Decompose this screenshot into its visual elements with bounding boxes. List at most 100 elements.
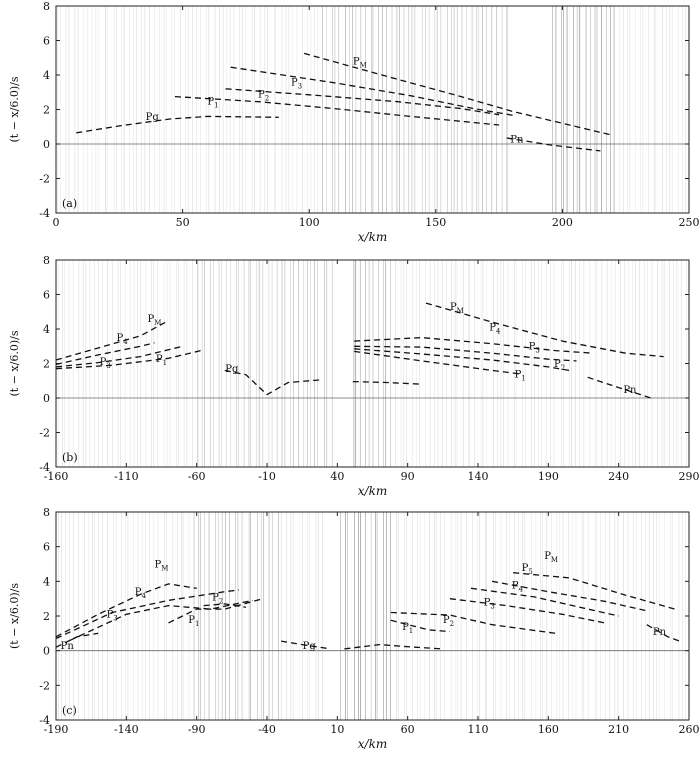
y-tick-label: -2 (39, 427, 50, 440)
phase-curve-p2 (203, 603, 247, 608)
x-tick-label: 100 (299, 216, 320, 229)
x-tick-label: 40 (330, 470, 344, 483)
x-tick-label: -110 (114, 470, 139, 483)
phase-curve-pg (224, 369, 321, 396)
plot-frame (55, 511, 690, 721)
x-tick-label: -40 (258, 723, 276, 736)
panel-label: (b) (62, 451, 78, 464)
x-tick-label: 10 (330, 723, 344, 736)
y-tick-label: 6 (43, 289, 50, 302)
y-tick-label: -2 (39, 679, 50, 692)
phase-label: P2 (258, 89, 269, 102)
phase-label: P3 (100, 357, 111, 370)
phase-curve-pn (55, 632, 99, 648)
phase-curve-pg (76, 115, 279, 134)
phase-label: P1 (402, 622, 413, 635)
x-tick-label: -190 (44, 723, 69, 736)
phase-label: PM (450, 302, 464, 315)
phase-label: P1 (515, 369, 526, 382)
phase-curve-p4 (470, 587, 619, 617)
x-tick-label: 160 (538, 723, 559, 736)
y-tick-label: -4 (39, 714, 50, 727)
x-tick-label: -160 (44, 470, 69, 483)
phase-label: Pg (146, 112, 160, 123)
y-tick-label: 4 (43, 323, 50, 336)
phase-label: P4 (512, 580, 524, 593)
y-tick-label: -4 (39, 207, 50, 220)
seismic-traces (58, 512, 686, 720)
phase-curve-pg (344, 643, 443, 650)
panel-1: 0 50 100 150 200 250 -4 -2 0 2 4 6 8 Pg P1 P2 P3 PM Pn (a) x… (8, 0, 700, 244)
phase-label: P4 (135, 587, 147, 600)
seismic-traces (57, 6, 687, 213)
x-tick-label: 240 (608, 470, 629, 483)
phase-label: P2 (554, 359, 565, 372)
y-axis-label: (t − x/6.0)/s (8, 583, 21, 649)
phase-curve-p1 (55, 349, 202, 370)
phase-curve-pm (55, 321, 167, 361)
phase-label: P2 (443, 615, 454, 628)
x-tick-label: 210 (608, 723, 629, 736)
y-tick-label: 0 (43, 392, 50, 405)
y-tick-label: 8 (43, 254, 50, 267)
y-tick-label: 2 (43, 104, 50, 117)
phase-label: PM (148, 314, 162, 327)
phase-curve-pm (303, 52, 614, 137)
phase-curve-pg (352, 380, 422, 385)
x-tick-label: 290 (679, 470, 700, 483)
x-tick-label: 90 (401, 470, 415, 483)
plot-frame (55, 5, 690, 214)
panel-label: (c) (62, 704, 77, 717)
x-tick-label: -60 (188, 470, 206, 483)
plot-frame (55, 259, 690, 468)
phase-label: Pn (510, 134, 524, 145)
x-tick-label: 60 (401, 723, 415, 736)
y-tick-label: 6 (43, 35, 50, 48)
phase-label: P3 (291, 77, 302, 90)
x-tick-label: 150 (425, 216, 446, 229)
x-tick-label: 140 (468, 470, 489, 483)
phase-curve-p4 (354, 336, 594, 354)
y-tick-label: 4 (43, 575, 50, 588)
phase-label: Pg (225, 364, 239, 375)
x-axis-label: x/km (358, 737, 387, 751)
phase-curve-p3 (230, 66, 515, 117)
x-tick-label: 50 (176, 216, 190, 229)
phase-curve-p5 (491, 580, 647, 612)
y-tick-label: 2 (43, 358, 50, 371)
y-axis-label: (t − x/6.0)/s (8, 76, 21, 142)
x-tick-label: 110 (468, 723, 489, 736)
panel-2: -160 -110 -60 -10 40 90 140 190 240 290 -4 -2 0 2 4 6 8 P… (8, 254, 700, 498)
phase-curve-pn (587, 376, 654, 400)
phase-curve-p1 (354, 350, 521, 375)
y-tick-label: 8 (43, 506, 50, 519)
y-tick-label: 8 (43, 0, 50, 13)
phase-curve-pm (55, 583, 197, 638)
phase-curve-p4 (55, 342, 155, 366)
phase-curve-p1 (174, 95, 500, 126)
phase-curve-p2 (225, 88, 500, 116)
y-tick-label: -2 (39, 173, 50, 186)
x-tick-label: -10 (258, 470, 276, 483)
x-tick-label: -90 (188, 723, 206, 736)
phase-curve-pm (425, 302, 664, 358)
y-tick-label: 2 (43, 610, 50, 623)
panel-3: -190 -140 -90 -40 10 60 110 160 210 260 -4 -2 0 2 4 6 8 P… (8, 506, 700, 751)
phase-label: P3 (107, 610, 118, 623)
y-tick-label: 0 (43, 138, 50, 151)
phase-curve-p3 (55, 345, 183, 368)
phase-label: P1 (156, 354, 167, 367)
phase-label: P1 (188, 615, 199, 628)
phase-label: P1 (207, 96, 218, 109)
phase-curve-p3 (69, 599, 254, 641)
seismic-traces (57, 260, 687, 467)
phase-curve-p4 (55, 589, 239, 640)
phase-label: Pn (623, 385, 637, 396)
phase-label: P4 (117, 333, 129, 346)
phase-label: P5 (522, 563, 533, 576)
phase-label: Pg (303, 641, 317, 652)
phase-label: PM (544, 551, 558, 564)
y-tick-label: -4 (39, 461, 50, 474)
